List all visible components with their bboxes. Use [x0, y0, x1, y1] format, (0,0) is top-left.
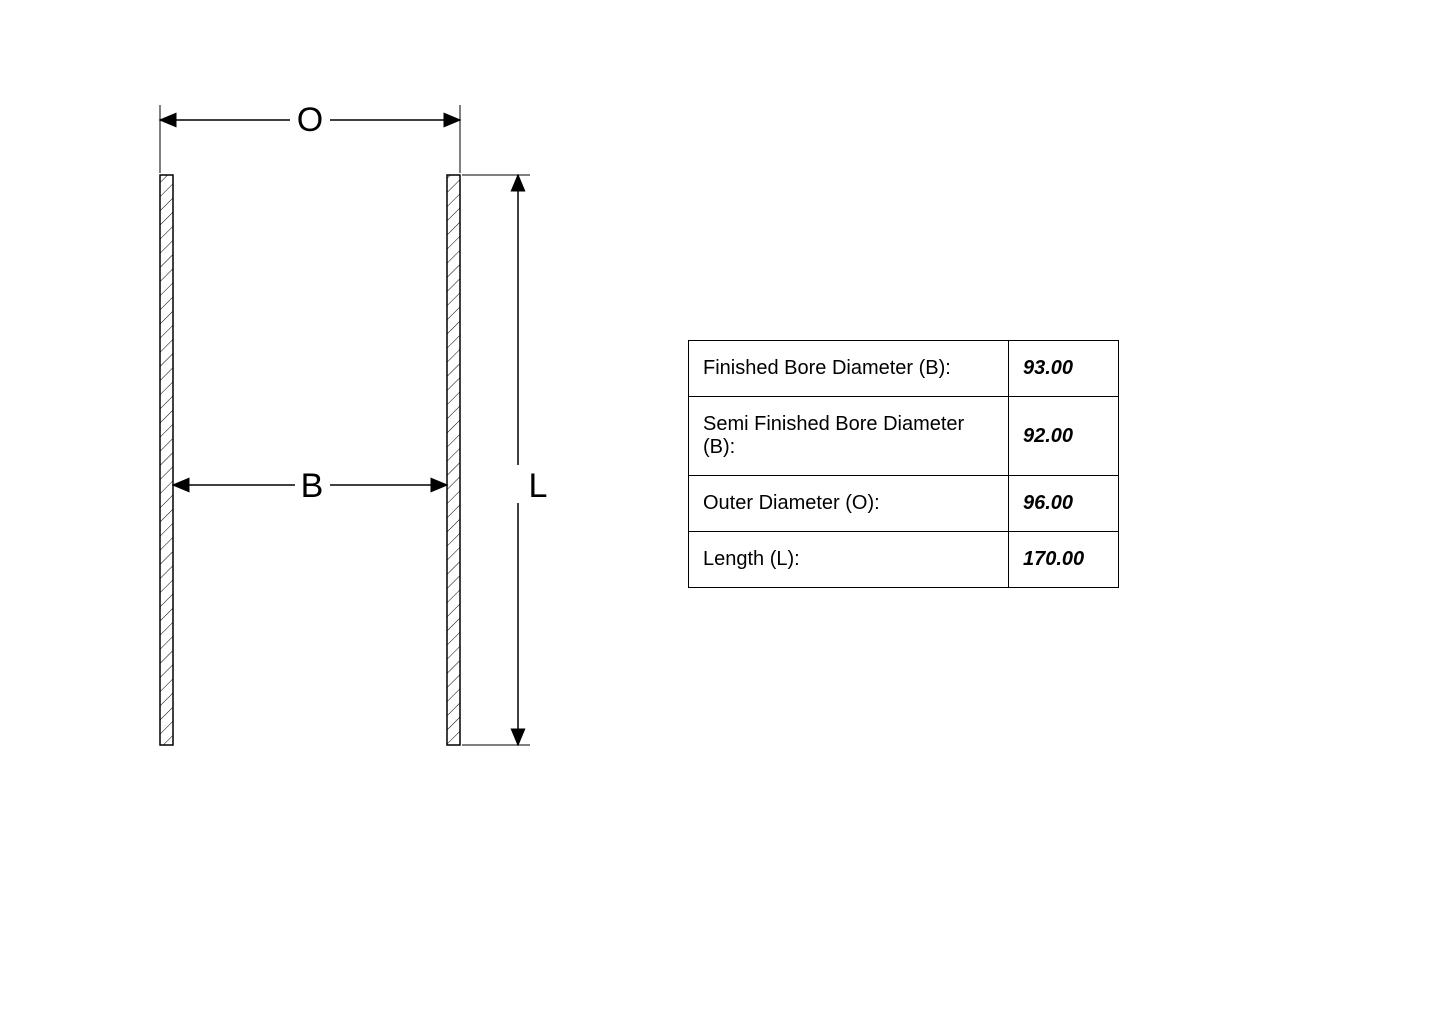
spec-table-container: Finished Bore Diameter (B):93.00Semi Fin…	[688, 340, 1119, 588]
diagram-svg: O B L	[130, 85, 610, 805]
spec-value: 92.00	[1009, 397, 1119, 476]
table-row: Outer Diameter (O):96.00	[689, 476, 1119, 532]
cylinder-diagram: O B L	[130, 85, 580, 805]
label-O: O	[297, 101, 323, 139]
spec-label: Length (L):	[689, 532, 1009, 588]
spec-label: Semi Finished Bore Diameter (B):	[689, 397, 1009, 476]
table-row: Semi Finished Bore Diameter (B):92.00	[689, 397, 1119, 476]
left-wall	[160, 175, 173, 745]
spec-label: Outer Diameter (O):	[689, 476, 1009, 532]
spec-value: 96.00	[1009, 476, 1119, 532]
table-row: Finished Bore Diameter (B):93.00	[689, 341, 1119, 397]
spec-value: 93.00	[1009, 341, 1119, 397]
spec-label: Finished Bore Diameter (B):	[689, 341, 1009, 397]
label-B: B	[301, 467, 324, 505]
right-wall	[447, 175, 460, 745]
table-row: Length (L):170.00	[689, 532, 1119, 588]
label-L: L	[529, 467, 548, 505]
spec-table: Finished Bore Diameter (B):93.00Semi Fin…	[688, 340, 1119, 588]
spec-value: 170.00	[1009, 532, 1119, 588]
